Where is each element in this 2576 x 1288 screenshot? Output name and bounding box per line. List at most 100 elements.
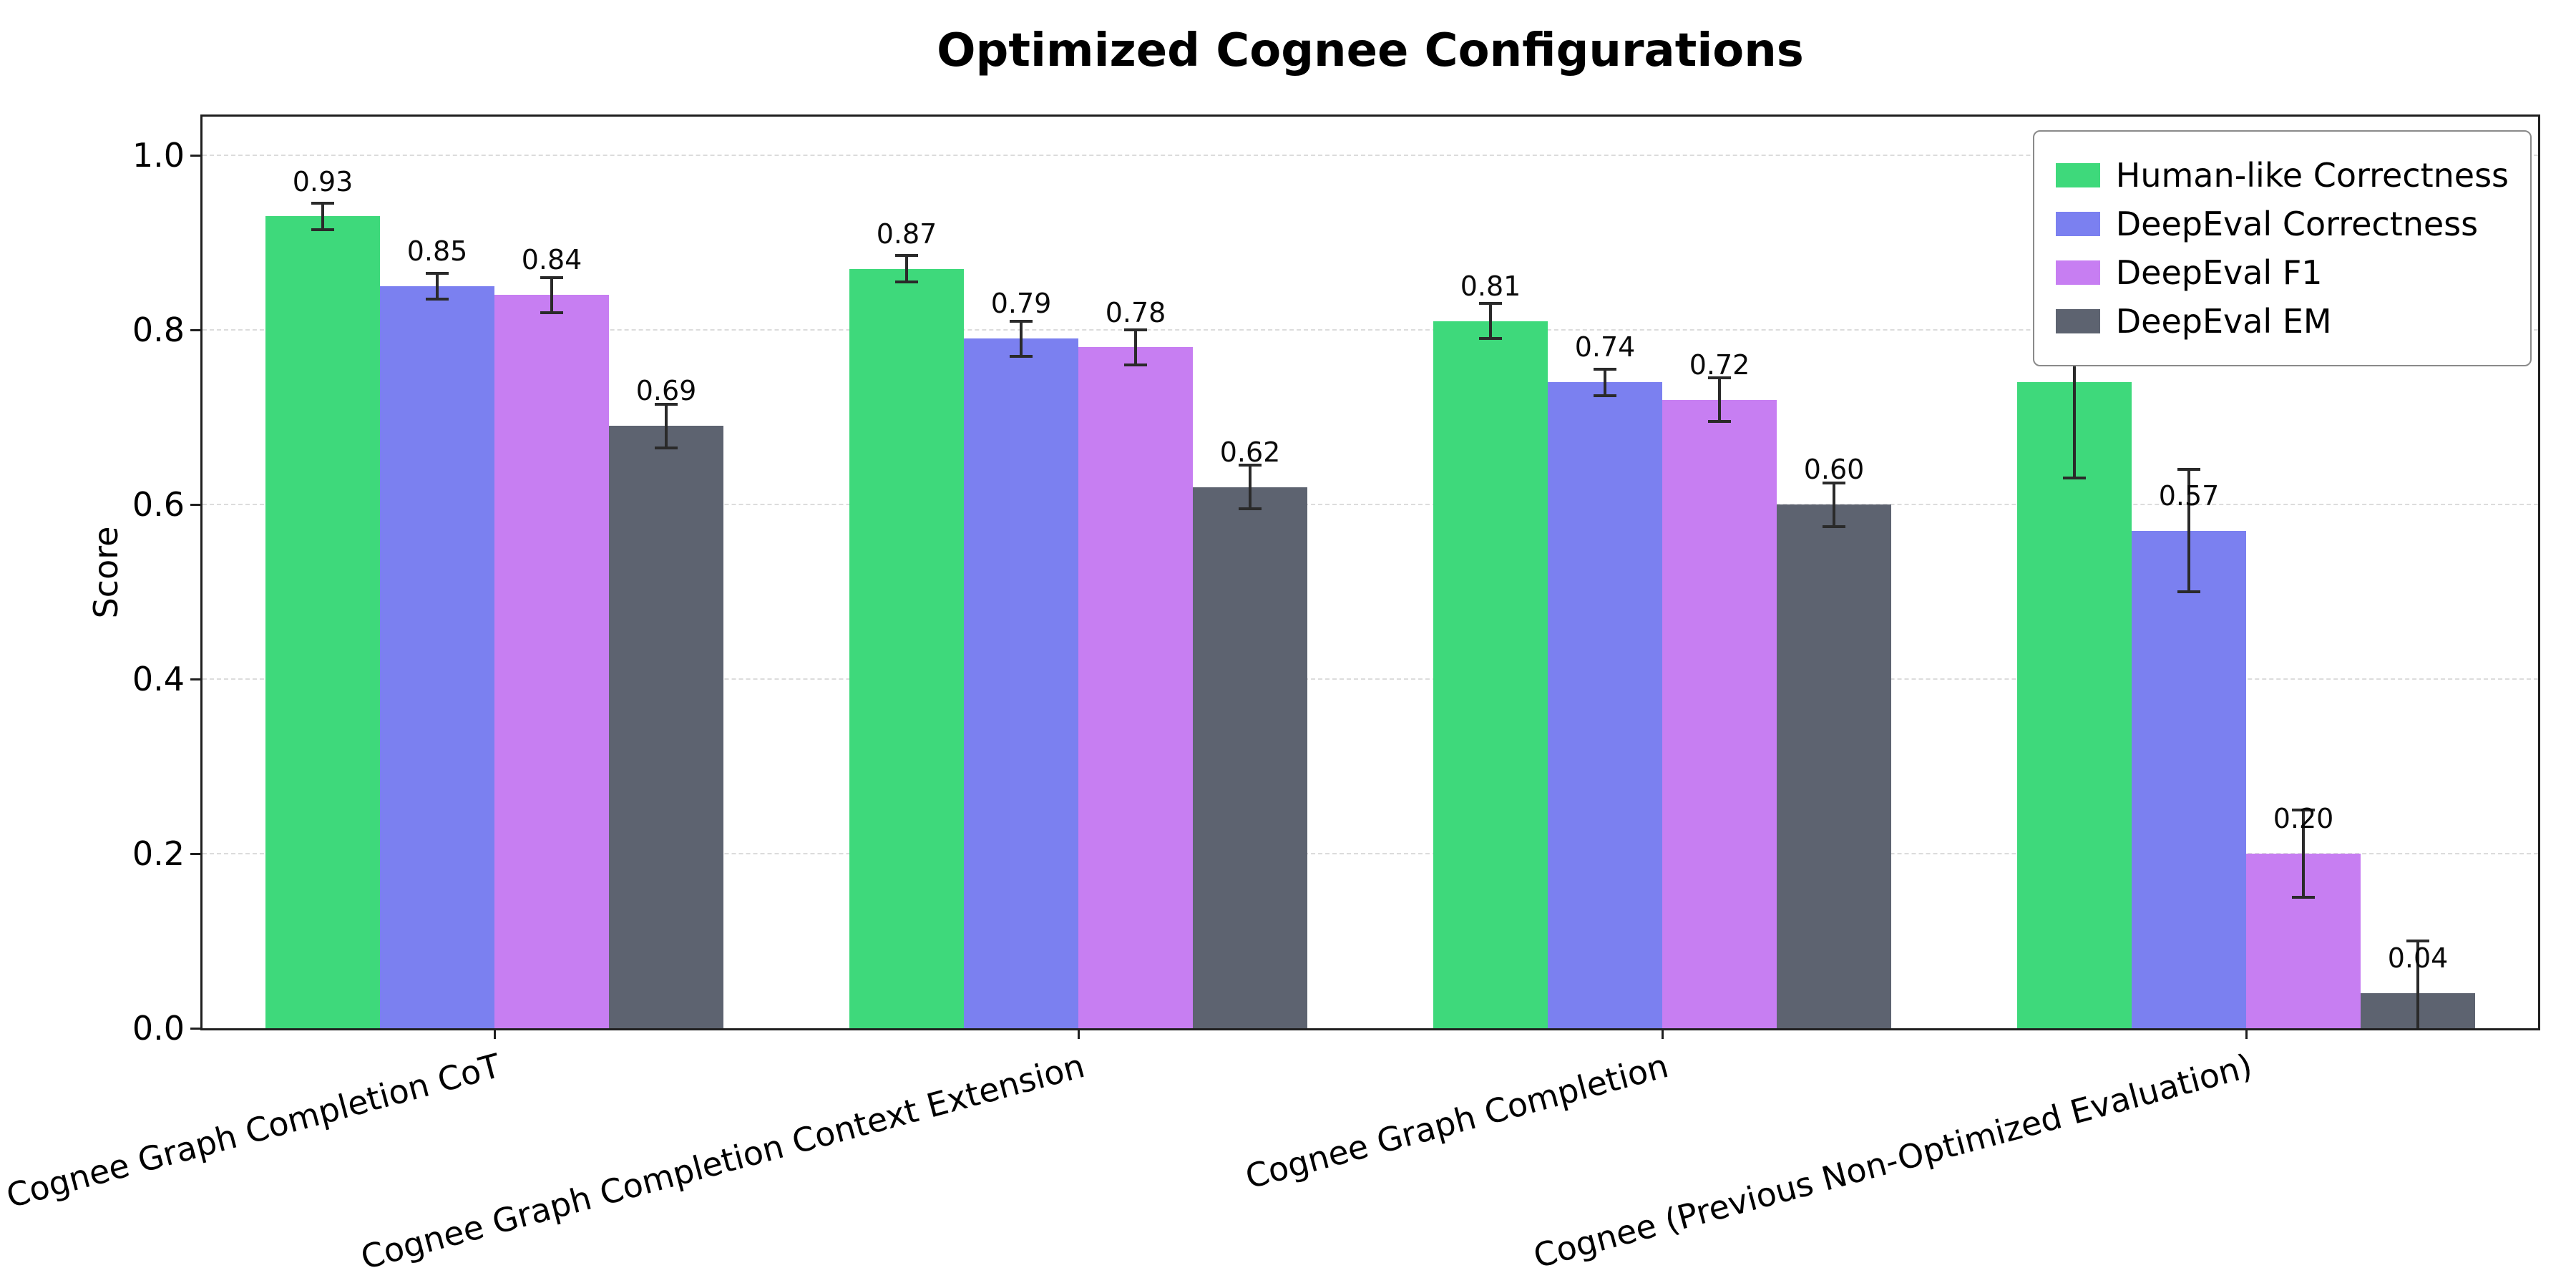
bar-value-label: 0.81 [1460, 270, 1521, 302]
error-bar-cap-top [540, 275, 563, 279]
x-tick-label: Cognee Graph Completion CoT [2, 1046, 504, 1216]
x-tick-mark [1662, 1030, 1664, 1039]
bar [609, 426, 723, 1028]
legend-label: DeepEval Correctness [2115, 205, 2479, 243]
error-bar-cap-bottom [1479, 337, 1502, 341]
legend-item: Human-like Correctness [2055, 156, 2509, 195]
error-bar [665, 404, 668, 448]
bar-value-label: 0.87 [876, 218, 937, 250]
legend-item: DeepEval EM [2055, 302, 2509, 341]
error-bar [1604, 369, 1606, 396]
bar-value-label: 0.04 [2387, 942, 2449, 975]
x-tick-mark [2245, 1030, 2248, 1039]
bar [380, 286, 494, 1028]
error-bar-cap-top [895, 254, 918, 258]
error-bar [2073, 286, 2076, 479]
gridline [203, 329, 2538, 331]
error-bar-cap-top [2177, 468, 2200, 472]
y-tick-mark [190, 1028, 200, 1030]
error-bar [1020, 321, 1023, 356]
error-bar [1833, 482, 1835, 527]
bar [964, 338, 1078, 1028]
bar [2132, 530, 2246, 1028]
bar [1548, 382, 1662, 1028]
gridline [203, 504, 2538, 505]
gridline [203, 853, 2538, 854]
error-bar-cap-top [1239, 464, 1262, 467]
y-tick-label: 0.0 [132, 1009, 185, 1048]
error-bar-cap-bottom [540, 311, 563, 314]
bar-value-label: 0.84 [521, 244, 582, 276]
x-tick-label: Cognee Graph Completion [1241, 1046, 1672, 1196]
gridline [203, 155, 2538, 156]
bar [1193, 487, 1307, 1028]
bar-value-label: 0.79 [990, 288, 1052, 320]
x-tick-mark [494, 1030, 496, 1039]
legend-swatch [2055, 212, 2100, 236]
error-bar-cap-bottom [1124, 363, 1147, 366]
y-tick-label: 0.8 [132, 311, 185, 349]
bar-value-label: 0.72 [1689, 348, 1750, 381]
error-bar-cap-bottom [655, 446, 678, 449]
y-tick-label: 0.2 [132, 834, 185, 873]
error-bar [1489, 303, 1492, 339]
error-bar-cap-top [2292, 809, 2315, 811]
error-bar-cap-bottom [1823, 525, 1845, 528]
error-bar-cap-bottom [2177, 590, 2200, 593]
bar-value-label: 0.62 [1219, 436, 1281, 468]
legend-swatch [2055, 163, 2100, 187]
error-bar-cap-top [1823, 481, 1845, 484]
bar [1777, 504, 1891, 1028]
bar-value-label: 0.69 [635, 375, 697, 407]
error-bar [2302, 810, 2305, 897]
y-tick-label: 1.0 [132, 136, 185, 175]
error-bar-cap-top [1479, 302, 1502, 306]
bar-value-label: 0.78 [1105, 296, 1166, 328]
error-bar-cap-bottom [311, 228, 334, 231]
y-tick-label: 0.6 [132, 485, 185, 524]
bar [1078, 347, 1193, 1028]
error-bar [1134, 330, 1137, 365]
error-bar [1718, 378, 1721, 422]
bar [2017, 382, 2132, 1028]
bar-value-label: 0.20 [2273, 803, 2334, 835]
chart-title: Optimized Cognee Configurations [937, 24, 1804, 77]
error-bar-cap-top [2406, 940, 2429, 942]
error-bar-cap-top [1708, 376, 1731, 380]
error-bar-cap-bottom [1239, 507, 1262, 511]
error-bar-cap-top [426, 271, 449, 275]
y-tick-mark [190, 853, 200, 855]
error-bar-cap-bottom [426, 298, 449, 301]
bar-value-label: 0.57 [2158, 479, 2220, 512]
legend-label: Human-like Correctness [2115, 156, 2509, 195]
bar-value-label: 0.74 [1574, 331, 1636, 364]
error-bar-cap-bottom [2292, 896, 2315, 899]
error-bar-cap-top [1010, 319, 1033, 323]
legend: Human-like Correctness DeepEval Correctne… [2032, 130, 2532, 366]
error-bar-cap-bottom [895, 280, 918, 283]
error-bar-cap-top [1594, 367, 1616, 371]
legend-label: DeepEval EM [2115, 302, 2332, 341]
gridline [203, 678, 2538, 680]
error-bar [1249, 465, 1252, 509]
legend-label: DeepEval F1 [2115, 253, 2323, 292]
bar-value-label: 0.93 [292, 165, 353, 197]
error-bar [436, 273, 439, 300]
bar [849, 268, 964, 1028]
y-tick-mark [190, 329, 200, 331]
error-bar [2416, 941, 2419, 1028]
error-bar [905, 255, 908, 282]
error-bar-cap-bottom [2063, 477, 2086, 480]
y-tick-label: 0.4 [132, 660, 185, 698]
error-bar-cap-bottom [1594, 394, 1616, 397]
bar [1662, 399, 1777, 1028]
y-tick-mark [190, 678, 200, 680]
y-axis-label: Score [87, 526, 125, 619]
bar [494, 295, 609, 1028]
error-bar [2187, 469, 2190, 592]
bar-value-label: 0.60 [1803, 454, 1865, 486]
x-tick-mark [1078, 1030, 1080, 1039]
legend-swatch [2055, 309, 2100, 333]
error-bar-cap-top [655, 402, 678, 406]
